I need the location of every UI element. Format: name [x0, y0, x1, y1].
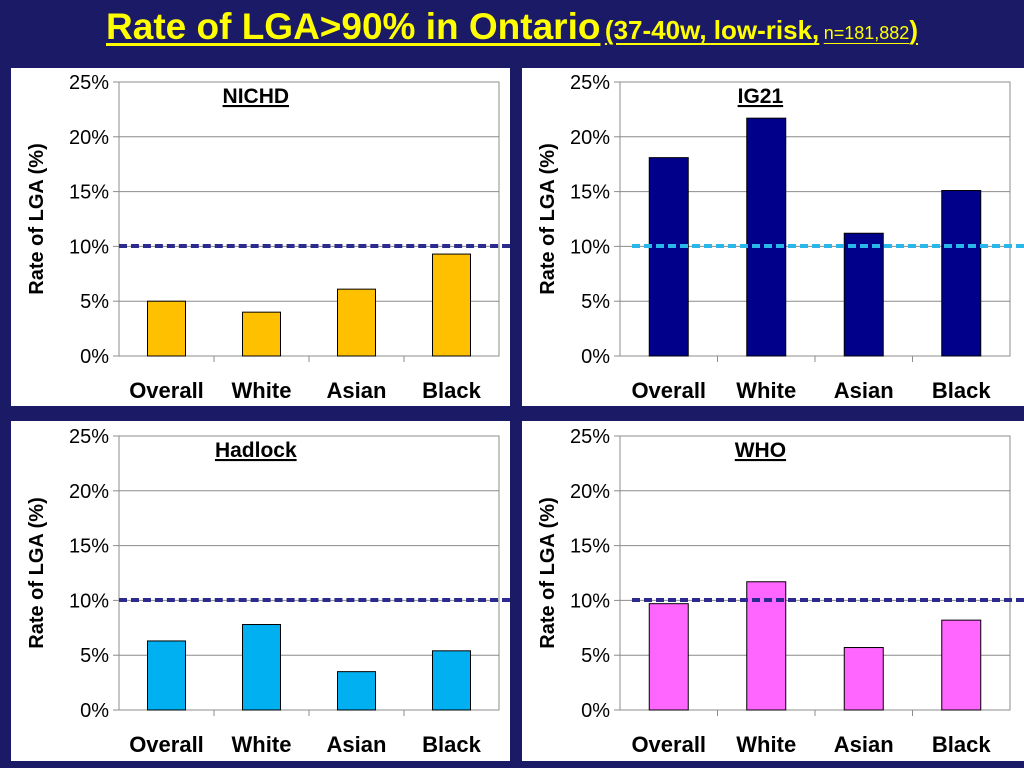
y-axis-label: Rate of LGA (%): [26, 497, 48, 648]
x-tick-label: Black: [932, 732, 991, 757]
bar-overall: [648, 603, 689, 711]
y-tick-label: 0%: [581, 700, 610, 722]
title-paren-close: ): [909, 15, 918, 45]
x-tick-label: White: [736, 732, 796, 757]
bar-asian: [337, 288, 376, 357]
y-tick-label: 20%: [570, 127, 610, 149]
title-sample-size: n=181,882: [823, 23, 910, 43]
chart-ig21: 0% 5% 10% 15% 20% 25% Overall White Asian Black IG…: [537, 72, 1011, 403]
y-tick-label: 25%: [69, 426, 109, 448]
title-main: Rate of LGA>90% in Ontario: [106, 6, 601, 47]
y-tick-label: 0%: [581, 346, 610, 368]
reference-line-hadlock: [119, 598, 510, 603]
y-tick-label: 25%: [570, 426, 610, 448]
y-tick-label: 20%: [69, 481, 109, 503]
x-tick-label: White: [232, 378, 292, 403]
x-tick-label: Overall: [631, 732, 706, 757]
bar-white: [746, 117, 787, 357]
y-tick-label: 5%: [581, 645, 610, 667]
x-tick-label: Asian: [327, 732, 387, 757]
bar-white: [746, 581, 787, 711]
y-tick-label: 15%: [69, 182, 109, 204]
y-axis-label: Rate of LGA (%): [537, 497, 559, 648]
y-tick-label: 5%: [581, 291, 610, 313]
slide-title: Rate of LGA>90% in Ontario (37-40w, low-…: [0, 6, 1024, 58]
bar-black: [432, 650, 471, 711]
bar-white: [242, 311, 281, 357]
y-tick-label: 5%: [80, 645, 109, 667]
y-tick-label: 25%: [570, 72, 610, 94]
y-tick-label: 15%: [570, 182, 610, 204]
chart-panel-ig21: 0% 5% 10% 15% 20% 25% Overall White Asian Black IG…: [522, 68, 1024, 406]
y-tick-label: 15%: [570, 536, 610, 558]
y-tick-label: 10%: [570, 590, 610, 612]
y-tick-label: 10%: [570, 236, 610, 258]
y-tick-label: 5%: [80, 291, 109, 313]
x-tick-label: Overall: [129, 732, 204, 757]
chart-panel-hadlock: 0% 5% 10% 15% 20% 25% Overall White Asian Black Ha…: [11, 421, 510, 761]
x-tick-label: Black: [932, 378, 991, 403]
y-tick-label: 0%: [80, 700, 109, 722]
chart-title: IG21: [738, 85, 784, 108]
title-subtitle: (37-40w, low-risk,: [604, 15, 820, 45]
chart-title: NICHD: [223, 85, 290, 108]
bar-asian: [843, 647, 884, 711]
y-tick-label: 0%: [80, 346, 109, 368]
y-tick-label: 10%: [69, 236, 109, 258]
chart-title: Hadlock: [215, 439, 297, 462]
x-tick-label: White: [736, 378, 796, 403]
y-axis-label: Rate of LGA (%): [537, 143, 559, 294]
x-tick-label: Asian: [834, 378, 894, 403]
bar-black: [941, 190, 982, 357]
y-tick-label: 25%: [69, 72, 109, 94]
bar-white: [242, 624, 281, 711]
x-tick-label: Asian: [327, 378, 387, 403]
reference-line-nichd: [119, 244, 510, 249]
chart-panel-nichd: 0% 5% 10% 15% 20% 25% Overall White Asian Black NI…: [11, 68, 510, 406]
x-tick-label: White: [232, 732, 292, 757]
y-tick-label: 15%: [69, 536, 109, 558]
chart-who: 0% 5% 10% 15% 20% 25% Overall White Asian Black WH…: [537, 426, 1011, 757]
y-tick-label: 20%: [69, 127, 109, 149]
x-tick-label: Black: [422, 732, 481, 757]
x-tick-label: Black: [422, 378, 481, 403]
x-tick-label: Overall: [129, 378, 204, 403]
bar-overall: [648, 157, 689, 357]
bar-overall: [147, 640, 186, 711]
y-axis-label: Rate of LGA (%): [26, 143, 48, 294]
bar-black: [432, 253, 471, 357]
reference-line-who: [632, 598, 1024, 603]
chart-title: WHO: [735, 439, 786, 462]
chart-nichd: 0% 5% 10% 15% 20% 25% Overall White Asian Black NI…: [26, 72, 500, 403]
chart-panel-who: 0% 5% 10% 15% 20% 25% Overall White Asian Black WH…: [522, 421, 1024, 761]
bar-asian: [843, 232, 884, 357]
x-tick-label: Overall: [631, 378, 706, 403]
bar-black: [941, 619, 982, 711]
y-tick-label: 20%: [570, 481, 610, 503]
x-tick-label: Asian: [834, 732, 894, 757]
bar-asian: [337, 671, 376, 711]
bar-overall: [147, 300, 186, 357]
y-tick-label: 10%: [69, 590, 109, 612]
reference-line-ig21: [632, 244, 1024, 249]
chart-hadlock: 0% 5% 10% 15% 20% 25% Overall White Asian Black Ha…: [26, 426, 500, 757]
